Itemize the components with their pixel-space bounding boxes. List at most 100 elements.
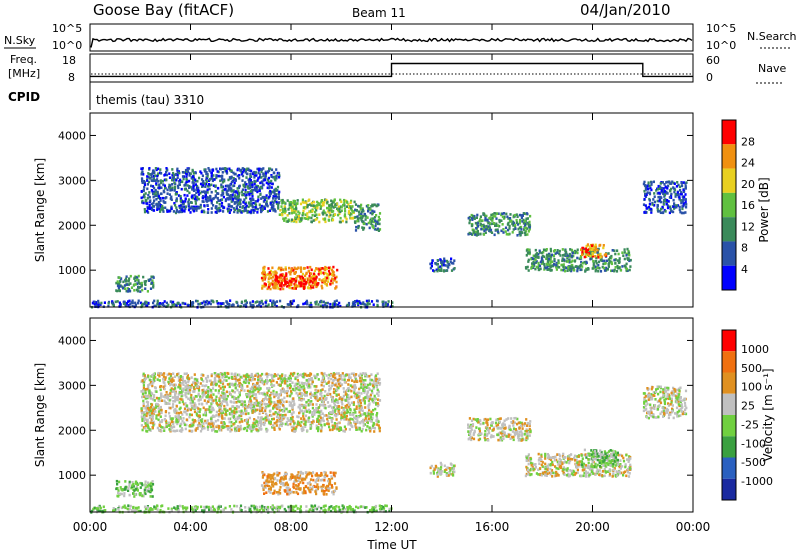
heat-cell xyxy=(112,304,115,307)
heat-cell xyxy=(182,177,185,181)
heat-cell xyxy=(270,276,273,280)
heat-cell xyxy=(543,268,546,271)
heat-cell xyxy=(234,190,237,193)
heat-cell xyxy=(682,211,685,215)
heat-cell xyxy=(221,174,224,178)
heat-cell xyxy=(305,201,308,205)
heat-cell xyxy=(625,267,628,271)
heat-cell xyxy=(144,199,147,202)
heat-cell xyxy=(177,186,180,190)
heat-cell xyxy=(258,187,261,190)
heat-cell xyxy=(283,201,286,204)
heat-cell xyxy=(581,253,584,256)
heat-cell xyxy=(224,305,227,308)
heat-cell xyxy=(597,260,601,264)
heat-cell xyxy=(653,204,656,207)
heat-cell xyxy=(294,204,297,208)
heat-cell xyxy=(218,206,221,210)
heat-cell xyxy=(140,167,144,171)
heat-cell xyxy=(601,259,604,262)
heat-cell xyxy=(586,243,590,246)
heat-cell xyxy=(171,188,174,192)
heat-cell xyxy=(279,273,282,277)
heat-cell xyxy=(557,259,560,262)
heat-cell xyxy=(271,190,274,194)
heat-cell xyxy=(527,230,530,233)
heat-cell xyxy=(233,181,236,185)
heat-cell xyxy=(156,190,159,194)
heat-cell xyxy=(307,278,310,282)
heat-cell xyxy=(188,184,191,188)
heat-cell xyxy=(158,183,161,186)
heat-cell xyxy=(324,276,327,279)
heat-cell xyxy=(222,167,225,171)
heat-cell xyxy=(376,420,379,423)
heat-cell xyxy=(151,409,155,412)
heat-cell xyxy=(267,267,270,270)
heat-cell xyxy=(233,210,236,214)
heat-cell xyxy=(625,262,628,266)
heat-cell xyxy=(347,405,350,409)
heat-cell xyxy=(269,167,272,171)
heat-cell xyxy=(308,411,311,414)
heat-cell xyxy=(202,388,205,392)
heat-cell xyxy=(161,303,164,306)
heat-cell xyxy=(266,375,269,378)
heat-cell xyxy=(240,388,243,392)
heat-cell xyxy=(143,395,146,398)
heat-cell xyxy=(506,215,509,219)
heat-cell xyxy=(445,269,448,272)
heat-cell xyxy=(666,187,669,190)
heat-cell xyxy=(182,402,186,406)
heat-cell xyxy=(184,302,187,306)
heat-cell xyxy=(262,200,265,203)
heat-cell xyxy=(513,222,516,226)
heat-cell xyxy=(567,266,570,269)
heat-cell xyxy=(313,374,316,378)
heat-cell xyxy=(570,260,573,264)
heat-cell xyxy=(141,417,144,421)
heat-cell xyxy=(361,226,364,229)
heat-cell xyxy=(148,383,151,386)
heat-cell xyxy=(127,279,130,283)
heat-cell xyxy=(210,398,214,402)
heat-cell xyxy=(205,172,208,176)
heat-cell xyxy=(667,184,670,188)
heat-cell xyxy=(184,402,187,405)
heat-cell xyxy=(264,170,267,174)
heat-cell xyxy=(144,397,147,400)
heat-cell xyxy=(255,174,258,177)
heat-cell xyxy=(194,199,197,203)
heat-cell xyxy=(331,428,334,432)
heat-cell xyxy=(477,225,480,228)
heat-cell xyxy=(249,374,252,378)
heat-cell xyxy=(343,380,346,384)
heat-cell xyxy=(531,264,534,268)
heat-cell xyxy=(210,207,213,210)
heat-cell xyxy=(163,300,166,303)
heat-cell xyxy=(583,250,586,253)
heat-cell xyxy=(219,167,222,171)
heat-cell xyxy=(184,385,187,388)
heat-cell xyxy=(198,302,202,306)
heat-cell xyxy=(322,300,325,304)
heat-cell xyxy=(303,279,306,282)
freq-line xyxy=(90,62,693,78)
heat-cell xyxy=(365,299,368,303)
heat-cell xyxy=(177,393,180,396)
heat-cell xyxy=(280,376,283,379)
heat-cell xyxy=(235,401,238,404)
heat-cell xyxy=(211,197,215,201)
heat-cell xyxy=(178,183,181,186)
heat-cell xyxy=(159,396,162,399)
heat-cell xyxy=(292,420,295,423)
heat-cell xyxy=(147,193,150,197)
heat-cell xyxy=(159,415,162,418)
heat-cell xyxy=(603,259,606,263)
heat-cell xyxy=(497,224,500,227)
heat-cell xyxy=(137,274,140,278)
heat-cell xyxy=(191,400,194,403)
heat-cell xyxy=(237,405,240,409)
heat-cell xyxy=(605,266,608,270)
heat-cell xyxy=(256,300,259,303)
